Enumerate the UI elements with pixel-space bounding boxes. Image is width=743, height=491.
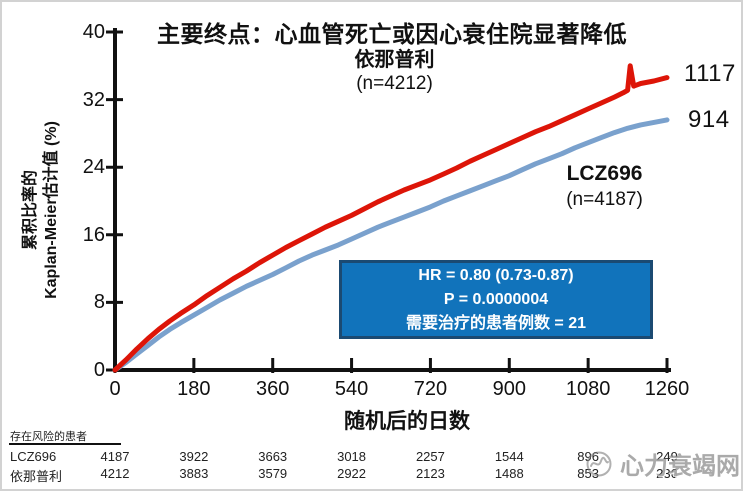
watermark-text: 心力衰竭网 [620, 453, 740, 480]
chart-title: 主要终点：心血管死亡或因心衰住院显著降低 [157, 21, 627, 47]
risk-row-label-lcz696: LCZ696 [10, 449, 57, 464]
y-tick-label: 0 [93, 359, 105, 381]
y-tick-label: 24 [82, 156, 105, 179]
lcz696-event-count: 914 [688, 106, 730, 133]
hr-stat-box: HR = 0.80 (0.73-0.87) P = 0.0000004 需要治疗… [339, 260, 653, 339]
risk-count: 1544 [494, 449, 524, 464]
x-tick-label: 1080 [565, 378, 611, 400]
risk-count: 853 [577, 466, 599, 481]
y-tick-label: 40 [82, 21, 105, 43]
lcz696-name: LCZ696 [566, 162, 643, 185]
risk-count: 3018 [337, 449, 367, 464]
lcz696-curve [112, 117, 670, 373]
x-tick-label: 540 [334, 378, 369, 400]
y-tick-label: 8 [93, 291, 105, 314]
watermark-logo-icon [586, 451, 612, 476]
enalapril-curve [112, 63, 670, 373]
nnt-line: 需要治疗的患者例数 = 21 [405, 314, 587, 332]
km-curves [112, 63, 670, 373]
x-tick-label: 0 [109, 378, 121, 400]
enalapril-name: 依那普利 [354, 49, 435, 71]
x-axis-title: 随机后的日数 [344, 410, 470, 433]
x-tick-label: 900 [492, 378, 526, 400]
x-tick-label: 360 [256, 378, 290, 400]
watermark: 心力衰竭网 [584, 446, 740, 481]
y-tick-label: 16 [82, 223, 105, 246]
risk-count: 236 [656, 466, 678, 481]
x-tick-label: 1260 [644, 378, 690, 400]
risk-count: 4187 [100, 449, 130, 464]
risk-table-header: 存在风险的患者 [10, 431, 87, 443]
hr-line: HR = 0.80 (0.73-0.87) [418, 266, 574, 284]
risk-count: 4212 [100, 466, 130, 481]
enalapril-event-count: 1117 [684, 60, 736, 87]
enalapril-series-label: 依那普利 (n=4212) [107, 49, 682, 96]
p-value-line: P = 0.0000004 [443, 290, 549, 308]
risk-row-label-enalapril: 依那普利 [10, 469, 63, 484]
y-axis-title-line1: 累积比率的 [22, 170, 39, 251]
y-tick-label: 32 [82, 88, 105, 111]
risk-count: 2123 [415, 466, 445, 481]
risk-count: 3663 [258, 449, 288, 464]
risk-count: 2257 [415, 449, 445, 464]
axes [106, 28, 671, 373]
x-tick-label: 180 [177, 378, 211, 400]
risk-count: 249 [656, 449, 678, 464]
enalapril-n: (n=4212) [356, 73, 433, 94]
risk-count: 2922 [337, 466, 367, 481]
y-axis-title-line2: Kaplan-Meier估计值 (%) [43, 121, 60, 299]
risk-table-header-underline [9, 443, 121, 445]
risk-count: 1488 [494, 466, 524, 481]
risk-count: 3883 [179, 466, 209, 481]
risk-count: 3922 [179, 449, 209, 464]
lcz696-series-label: LCZ696 (n=4187) [522, 162, 687, 213]
x-tick-label: 720 [413, 378, 448, 400]
risk-count: 3579 [258, 466, 288, 481]
lcz696-n: (n=4187) [566, 189, 643, 210]
